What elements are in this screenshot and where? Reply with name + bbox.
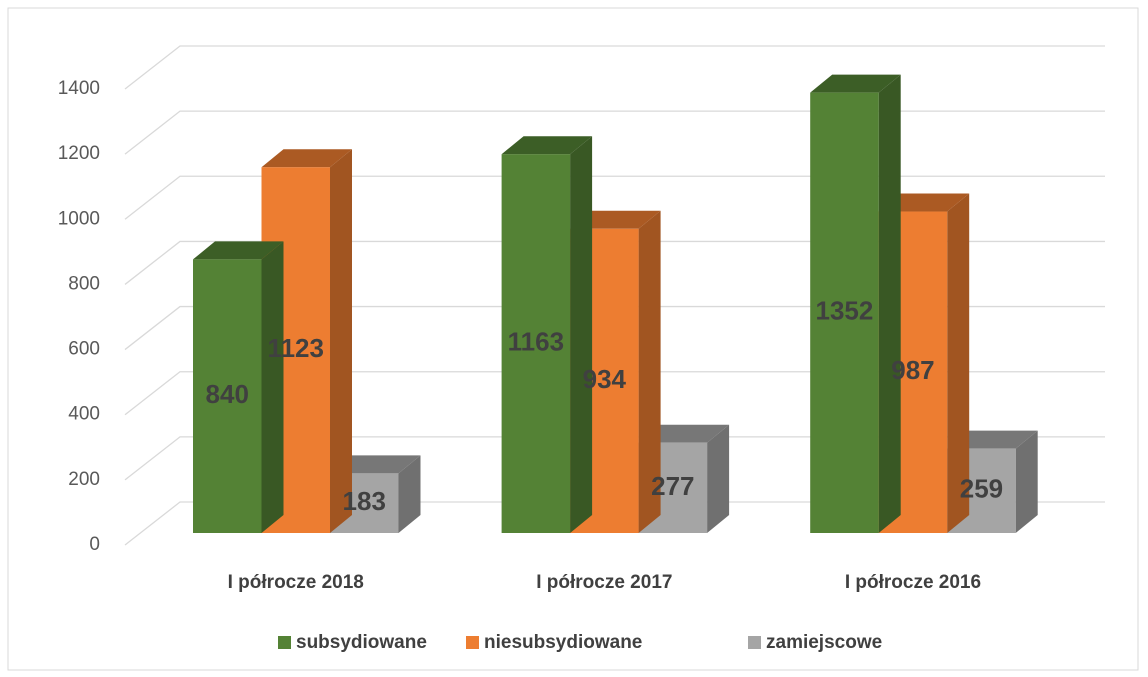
grid-line bbox=[124, 305, 1105, 351]
bar-side bbox=[707, 424, 730, 533]
bar-side bbox=[261, 241, 284, 533]
bar-top bbox=[501, 136, 593, 155]
x-tick-label: I półrocze 2017 bbox=[536, 572, 672, 593]
bar-top bbox=[947, 430, 1038, 449]
bar-top bbox=[193, 241, 284, 260]
data-label: 277 bbox=[651, 471, 694, 501]
bar bbox=[501, 136, 593, 534]
y-tick-label: 0 bbox=[89, 534, 100, 555]
y-tick-label: 1200 bbox=[58, 143, 100, 164]
data-label: 1352 bbox=[816, 296, 874, 326]
bar-front bbox=[501, 154, 571, 534]
bar-side bbox=[1015, 430, 1038, 533]
legend-swatch bbox=[278, 636, 291, 649]
grid-line bbox=[124, 371, 1105, 416]
data-label: 840 bbox=[206, 379, 249, 409]
y-tick-label: 1000 bbox=[58, 208, 100, 229]
bar-side bbox=[398, 455, 421, 533]
bar-side bbox=[878, 74, 901, 534]
y-tick-label: 600 bbox=[68, 339, 100, 360]
bar-side bbox=[570, 136, 593, 534]
grid-line bbox=[124, 240, 1105, 285]
bar-top bbox=[330, 455, 421, 474]
x-tick-label: I półrocze 2016 bbox=[845, 572, 981, 593]
bar-top bbox=[810, 74, 901, 93]
grid-line bbox=[124, 110, 1105, 155]
data-label: 934 bbox=[583, 364, 627, 394]
bar bbox=[810, 74, 901, 534]
y-tick-label: 200 bbox=[68, 469, 100, 490]
grid-line bbox=[124, 175, 1105, 220]
y-tick-label: 400 bbox=[68, 404, 100, 425]
legend-swatch bbox=[748, 636, 761, 649]
legend-label: subsydiowane bbox=[296, 632, 427, 653]
grid-line bbox=[124, 501, 1105, 546]
y-tick-label: 800 bbox=[68, 273, 100, 294]
bar bbox=[193, 241, 284, 533]
data-label: 183 bbox=[343, 486, 386, 516]
legend-label: zamiejscowe bbox=[766, 632, 882, 653]
bar-top bbox=[570, 210, 661, 229]
x-tick-label: I półrocze 2018 bbox=[228, 572, 364, 593]
y-tick-label: 1400 bbox=[58, 78, 100, 99]
bar-top bbox=[638, 424, 730, 443]
data-label: 1123 bbox=[268, 333, 324, 363]
grid-line bbox=[124, 436, 1105, 481]
legend-label: niesubsydiowane bbox=[484, 632, 642, 653]
bar-front bbox=[810, 92, 879, 534]
grid-line bbox=[124, 45, 1105, 90]
bar-front bbox=[193, 259, 262, 533]
bar-top bbox=[878, 193, 970, 212]
legend-swatch bbox=[466, 636, 479, 649]
data-label: 987 bbox=[891, 355, 934, 385]
bar-side bbox=[330, 149, 352, 534]
bar-side bbox=[947, 193, 970, 533]
bar-top bbox=[261, 149, 352, 168]
data-label: 259 bbox=[960, 474, 1003, 504]
bar-side bbox=[638, 210, 661, 534]
data-label: 1163 bbox=[508, 326, 564, 356]
